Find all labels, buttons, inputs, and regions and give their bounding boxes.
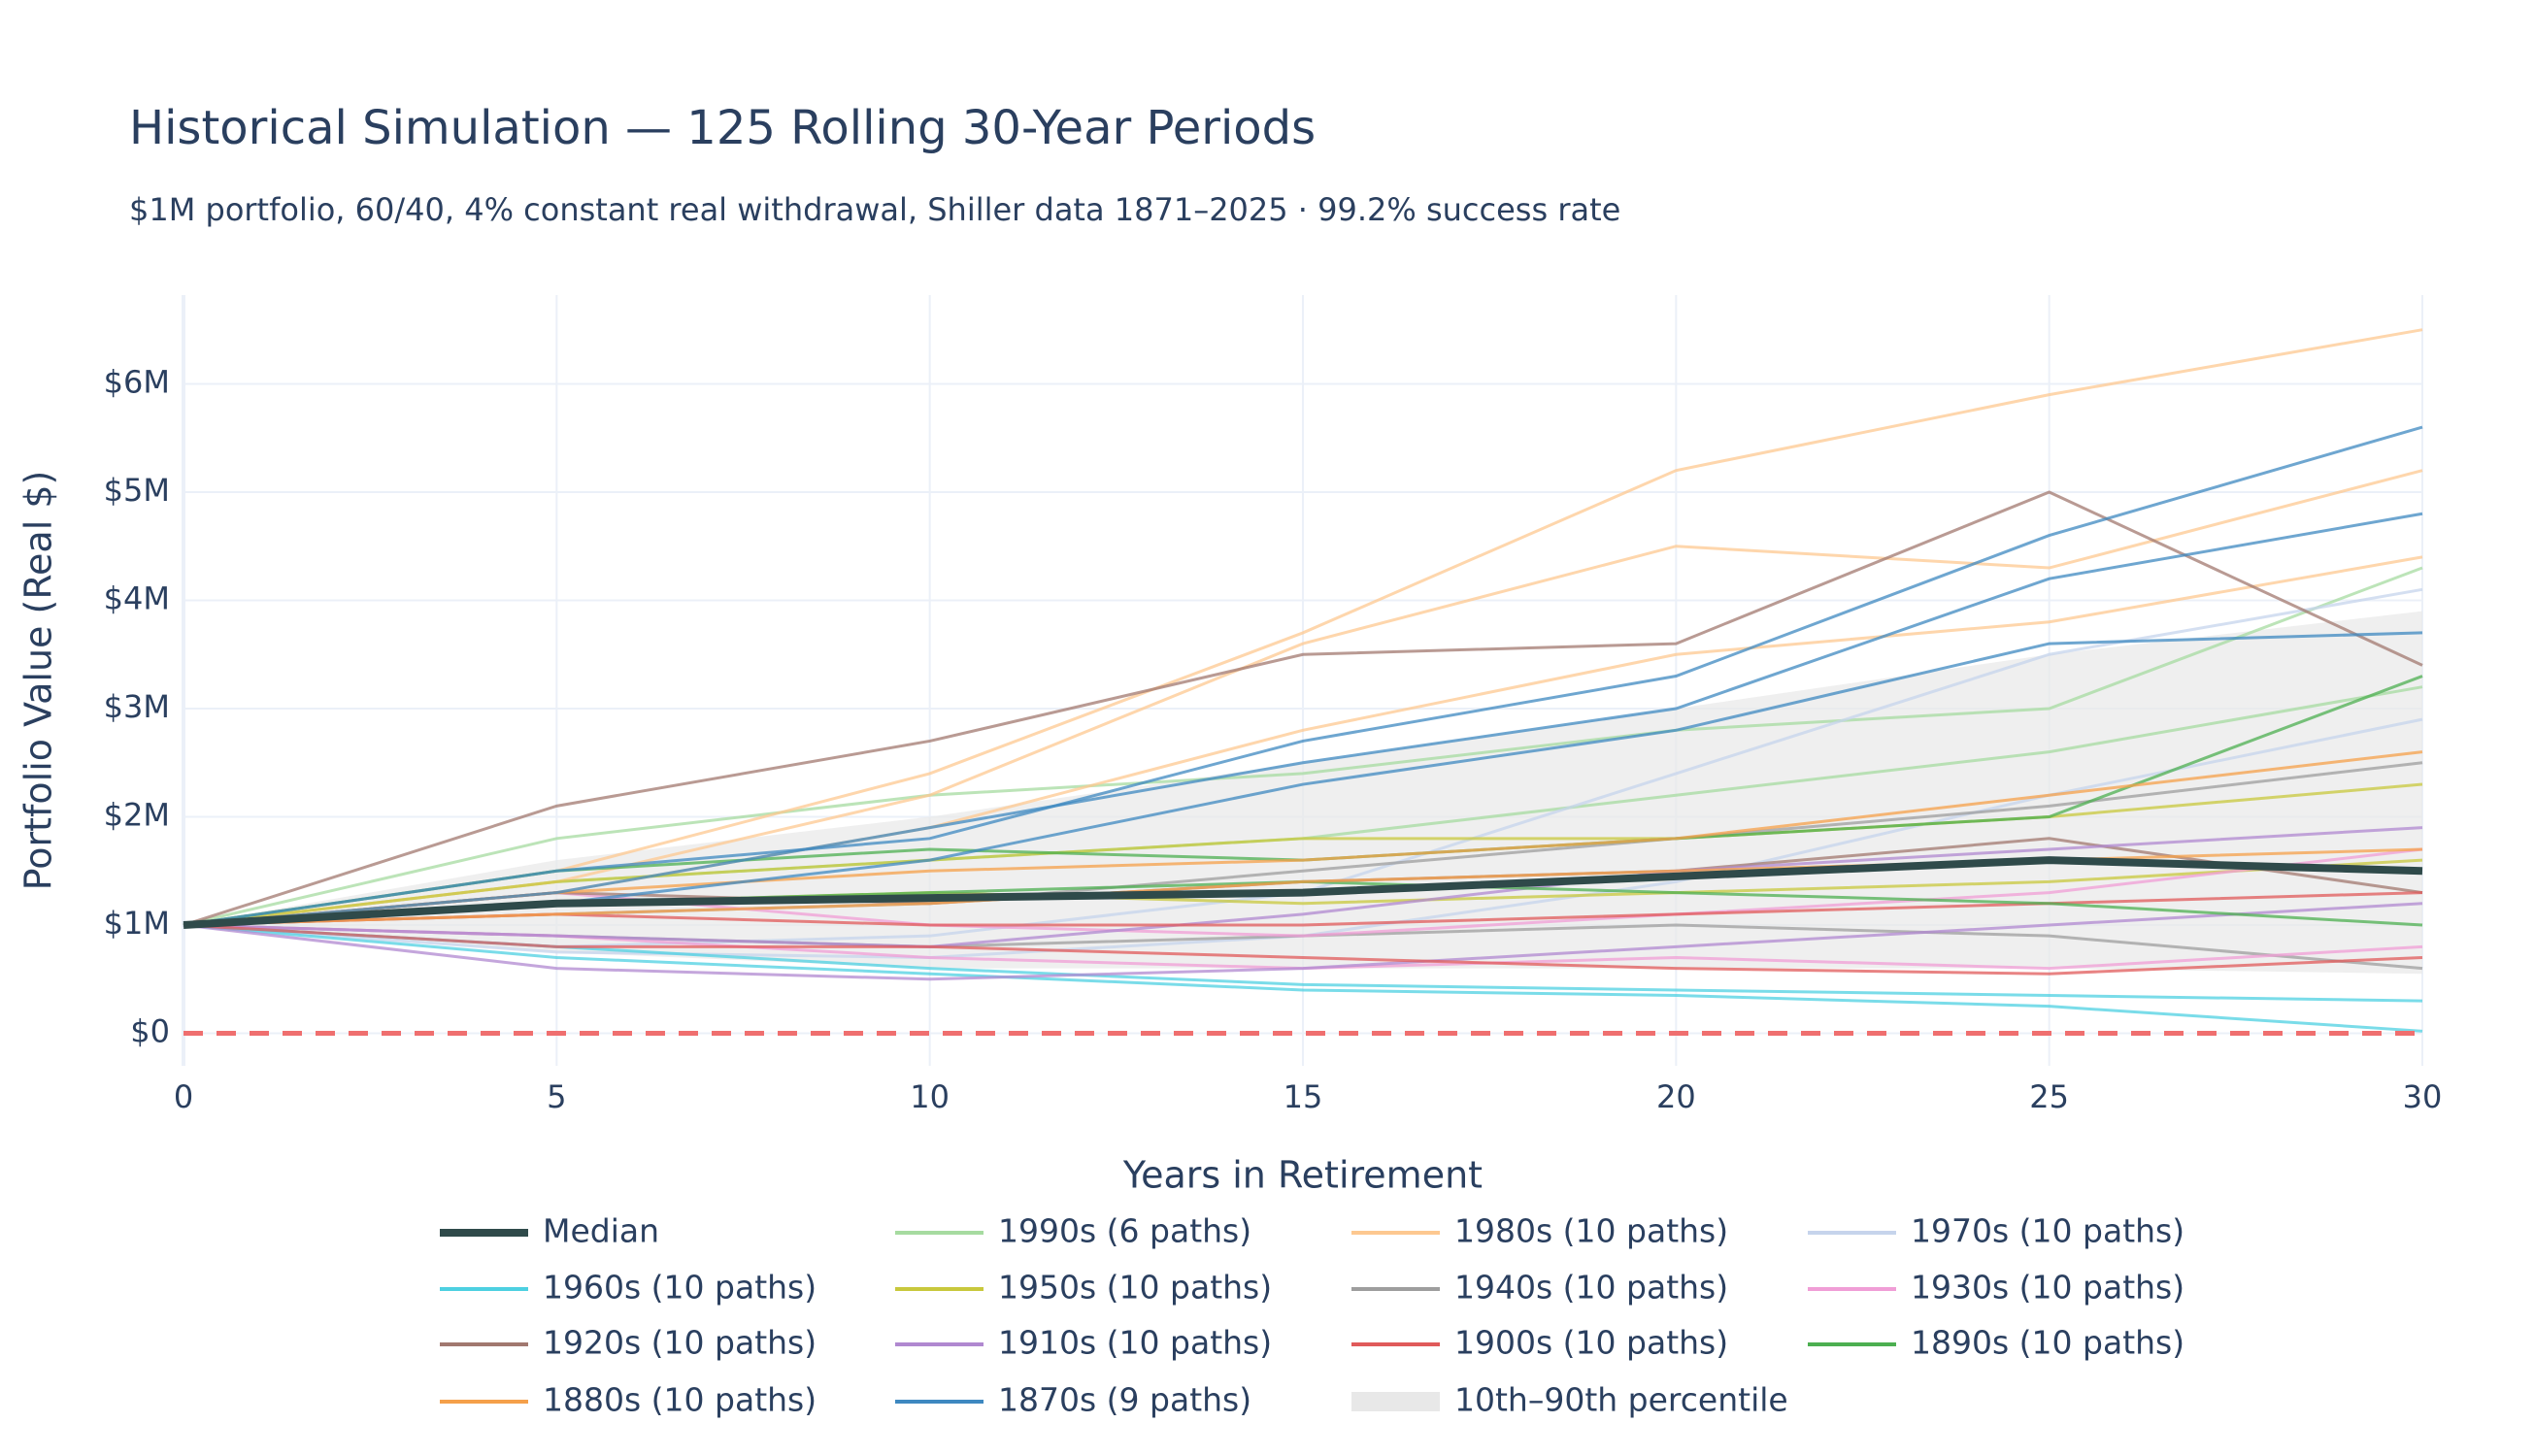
chart-title: Historical Simulation — 125 Rolling 30-Y… (129, 101, 1316, 155)
x-tick-label: 20 (1656, 1078, 1696, 1115)
legend-label: 1970s (10 paths) (1911, 1212, 2184, 1250)
x-tick-label: 30 (2403, 1078, 2443, 1115)
legend-label: 1950s (10 paths) (998, 1269, 1272, 1307)
legend-label: 1900s (10 paths) (1454, 1324, 1728, 1362)
y-tick-label: $4M (104, 579, 170, 616)
y-tick-label: $5M (104, 472, 170, 509)
y-tick-label: $1M (104, 905, 170, 942)
legend-label: Median (543, 1212, 659, 1250)
series-line (183, 512, 2423, 927)
y-axis-title: Portfolio Value (Real $) (17, 471, 60, 891)
series-line (183, 923, 2423, 976)
series-line (183, 566, 2423, 927)
legend-label: 1880s (10 paths) (543, 1381, 817, 1419)
y-tick-label: $0 (130, 1013, 170, 1050)
y-tick-label: $2M (104, 797, 170, 834)
legend-label: 1960s (10 paths) (543, 1269, 817, 1307)
legend-label: 1910s (10 paths) (998, 1324, 1272, 1362)
legend-swatch (1351, 1392, 1440, 1411)
x-axis-title: Years in Retirement (1122, 1154, 1483, 1197)
x-tick-label: 10 (910, 1078, 950, 1115)
legend-label: 1990s (6 paths) (998, 1212, 1251, 1250)
series-line (183, 826, 2423, 948)
median-line (183, 856, 2423, 930)
x-tick-label: 0 (174, 1078, 193, 1115)
series-line (183, 425, 2423, 927)
legend-label: 1980s (10 paths) (1454, 1212, 1728, 1250)
legend-label: 1870s (9 paths) (998, 1381, 1251, 1419)
legend-label: 1930s (10 paths) (1911, 1269, 2184, 1307)
x-tick-label: 15 (1284, 1078, 1323, 1115)
series-line (183, 490, 2423, 927)
legend-label: 1890s (10 paths) (1911, 1324, 2184, 1362)
legend-label: 1920s (10 paths) (543, 1324, 817, 1362)
x-tick-label: 25 (2029, 1078, 2069, 1115)
y-tick-label: $6M (104, 363, 170, 400)
legend-label: 10th–90th percentile (1454, 1381, 1788, 1419)
chart-subtitle: $1M portfolio, 60/40, 4% constant real w… (129, 191, 1620, 228)
y-tick-label: $3M (104, 688, 170, 725)
series-line (183, 902, 2423, 981)
series-line (183, 923, 2423, 1033)
legend-label: 1940s (10 paths) (1454, 1269, 1728, 1307)
x-tick-label: 5 (547, 1078, 566, 1115)
